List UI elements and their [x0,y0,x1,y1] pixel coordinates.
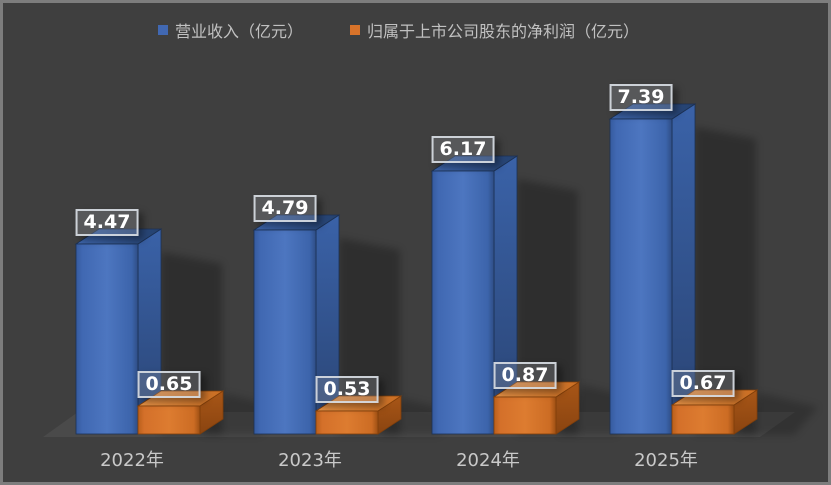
value-label-revenue-2024年: 6.17 [431,136,495,163]
x-axis-label-2024: 2024年 [456,450,520,471]
legend-item-net-profit: 归属于上市公司股东的净利润（亿元） [350,20,640,41]
legend-item-revenue: 营业收入（亿元） [158,20,304,41]
x-axis-label-2023: 2023年 [278,450,342,471]
value-label-net-profit-2022年: 0.65 [137,371,201,398]
bar-shadow-2024年 [517,179,578,434]
bar-net-profit-2025年 [670,389,759,435]
legend-swatch-net-profit-icon [350,25,360,35]
legend-label-revenue: 营业收入（亿元） [175,22,304,41]
bar-net-profit-2024年 [492,381,581,435]
legend-swatch-revenue-icon [158,25,168,35]
bars-3d-plot [43,103,818,437]
value-label-revenue-2023年: 4.79 [253,195,317,222]
bar-revenue-2022年 [74,228,163,435]
bar-net-profit-2022年 [136,390,225,435]
bar-revenue-2025年 [608,103,697,435]
value-label-net-profit-2025年: 0.67 [671,370,735,397]
value-label-revenue-2022年: 4.47 [75,209,139,236]
bar-shadow-2022年 [161,252,222,434]
bar-shadow-2023年 [339,238,400,434]
bar-revenue-2024年 [430,155,519,435]
bar-revenue-2023年 [252,214,341,435]
value-label-net-profit-2023年: 0.53 [315,376,379,403]
bar-net-profit-2023年 [314,395,403,435]
value-label-revenue-2025年: 7.39 [609,84,673,111]
x-axis-label-2025: 2025年 [634,450,698,471]
value-label-net-profit-2024年: 0.87 [493,362,557,389]
bar-shadow-2025年 [695,127,756,434]
legend-label-net-profit: 归属于上市公司股东的净利润（亿元） [367,22,640,41]
x-axis-label-2022: 2022年 [100,450,164,471]
